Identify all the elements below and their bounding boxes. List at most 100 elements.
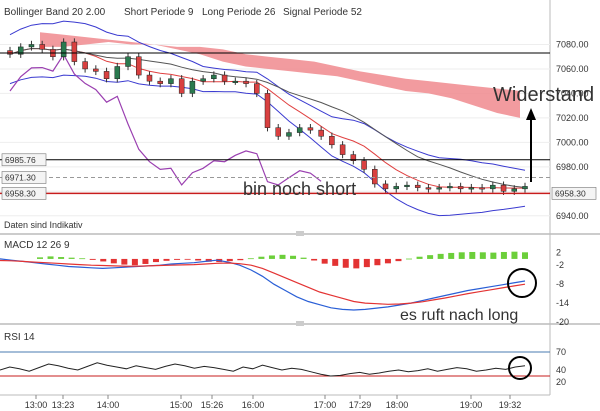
price-label-text: 6958.30	[5, 188, 36, 198]
macd-histogram-bar	[247, 258, 254, 260]
price-tick-label: 6980.00	[556, 162, 589, 172]
macd-histogram-bar	[163, 258, 170, 261]
macd-signal-line	[0, 259, 526, 305]
candle-down	[361, 160, 367, 170]
candle-down	[71, 41, 78, 62]
panel-resize-handle-2[interactable]	[296, 321, 304, 326]
rsi-line	[0, 362, 526, 377]
panel-resize-handle-1[interactable]	[296, 231, 304, 236]
macd-histogram-bar	[268, 255, 275, 259]
candle-up	[168, 78, 174, 84]
candle-down	[275, 127, 281, 137]
macd-histogram-bar	[479, 252, 486, 259]
candle-up	[522, 186, 528, 190]
candle-up	[296, 127, 303, 133]
candle-down	[136, 56, 142, 76]
macd-histogram-bar	[258, 256, 265, 259]
x-tick-label: 17:29	[349, 400, 372, 410]
price-tick-label: 6940.00	[556, 211, 589, 221]
candle-up	[490, 184, 496, 190]
macd-histogram-bar	[237, 258, 244, 261]
price-label-text: 6958.30	[555, 188, 586, 198]
macd-histogram-bar	[448, 252, 455, 259]
candle-down	[339, 144, 346, 155]
price-label-text: 6971.30	[5, 172, 36, 182]
macd-histogram-bar	[37, 257, 43, 259]
candle-up	[60, 41, 67, 57]
macd-histogram-bar	[100, 258, 107, 262]
macd-histogram-bar	[395, 258, 402, 262]
macd-histogram-bar	[174, 258, 181, 260]
candle-down	[146, 74, 153, 82]
price-label-text: 6985.76	[5, 155, 36, 165]
macd-histogram-bar	[511, 251, 518, 259]
macd-title: MACD 12 26 9	[4, 240, 70, 251]
candle-up	[125, 56, 131, 67]
ichimoku-cloud	[40, 32, 520, 118]
candle-up	[28, 44, 35, 48]
candle-up	[114, 66, 121, 79]
macd-histogram-bar	[226, 258, 233, 262]
macd-histogram-bar	[384, 258, 391, 264]
annotation-arrow-head	[526, 108, 536, 120]
macd-histogram-bar	[152, 258, 159, 263]
candle-down	[414, 184, 421, 188]
price-label-box	[1, 153, 47, 167]
x-tick-label: 16:00	[242, 400, 265, 410]
candlestick-series	[7, 38, 528, 195]
price-tick-label: 7080.00	[556, 39, 589, 49]
time-axis: 13:00 13:23 14:00 15:00 15:26 16:00 17:00 17:29…	[25, 395, 522, 410]
annotation-bin-noch-short: bin noch short	[243, 179, 356, 199]
price-label-box	[551, 187, 597, 200]
price-tick-label: 7060.00	[556, 64, 589, 74]
candle-up	[447, 186, 453, 189]
macd-histogram-bar	[332, 258, 339, 266]
macd-tick-label: -8	[556, 279, 564, 289]
price-tick-label: 7000.00	[556, 137, 589, 147]
rsi-tick-label: 40	[556, 365, 566, 375]
candle-down	[350, 154, 357, 161]
macd-histogram-bar	[321, 258, 328, 264]
macd-histogram-bar	[142, 258, 149, 264]
header-long-period: Long Periode 26	[202, 7, 276, 18]
rsi-tick-label: 70	[556, 347, 566, 357]
moving-average-dark	[9, 47, 526, 188]
x-tick-label: 19:00	[460, 400, 483, 410]
price-tick-label: 7040.00	[556, 88, 589, 98]
x-tick-label: 19:32	[499, 400, 522, 410]
x-tick-label: 15:00	[170, 400, 193, 410]
macd-histogram-bar	[427, 255, 434, 259]
macd-histogram-bar	[195, 258, 202, 261]
x-tick-label: 15:26	[201, 400, 224, 410]
macd-tick-label: 2	[556, 248, 561, 258]
lagging-line-purple	[9, 53, 322, 186]
rsi-panel: 70 40 20	[0, 347, 566, 387]
bollinger-upper-line	[9, 20, 526, 171]
candle-down	[372, 169, 378, 185]
candle-down	[82, 61, 88, 70]
price-level-lines	[0, 52, 550, 195]
macd-histogram-bar	[131, 258, 138, 266]
macd-histogram-bar	[47, 256, 54, 259]
macd-histogram-bar	[406, 258, 413, 260]
macd-histogram-bar	[363, 258, 370, 268]
annotation-circle-rsi	[508, 356, 532, 380]
candle-down	[425, 187, 432, 190]
candle-down	[382, 183, 389, 190]
price-y-axis: 7080.00 7060.00 7040.00 7020.00 7000.00 6980.…	[1, 39, 597, 221]
macd-histogram-bar	[205, 258, 212, 262]
macd-tick-label: -14	[556, 298, 569, 308]
macd-histogram-bar	[353, 258, 360, 269]
cloud-area	[40, 32, 520, 118]
macd-histogram-bar	[500, 251, 507, 259]
candle-down	[479, 187, 485, 190]
macd-histogram-bar	[58, 257, 65, 259]
macd-histogram-bar	[110, 258, 117, 264]
macd-histogram-bar	[469, 251, 476, 259]
macd-histogram-bar	[311, 258, 318, 261]
macd-histogram-bar	[416, 256, 423, 259]
macd-histogram-bar	[458, 252, 465, 259]
disclaimer-text: Daten sind Indikativ	[4, 220, 83, 230]
candle-down	[307, 127, 314, 131]
